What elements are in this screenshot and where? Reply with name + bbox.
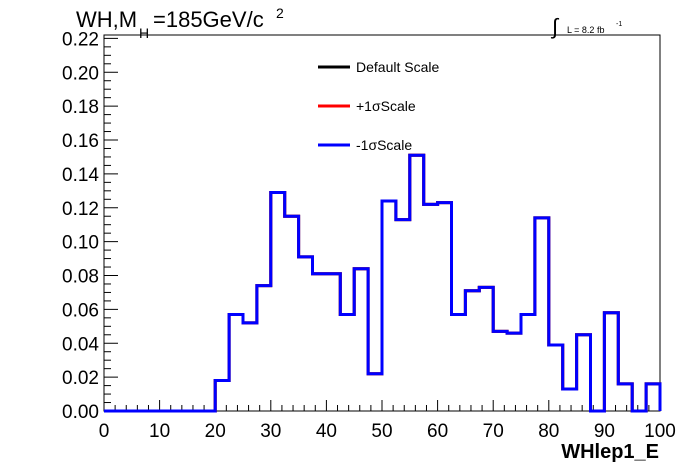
y-tick-label: 0.00: [62, 402, 99, 423]
series-line-2: [104, 153, 662, 413]
x-tick-label: 50: [371, 421, 392, 442]
chart-title: WH,M H =185GeV/c 2: [76, 5, 284, 41]
legend-label-default-scale: Default Scale: [356, 59, 439, 75]
y-tick-label: 0.06: [62, 300, 99, 321]
title-main: WH,M: [76, 7, 137, 32]
x-tick-label: 90: [594, 421, 615, 442]
x-tick-label: 20: [205, 421, 226, 442]
x-tick-label: 10: [149, 421, 170, 442]
x-tick-label: 70: [483, 421, 504, 442]
title-rest: =185GeV/c: [153, 7, 264, 32]
integral-sign: ∫: [550, 14, 560, 39]
x-tick-label: 100: [644, 421, 676, 442]
x-axis: 0 10 20 30 40 50 60 70 80 90 100: [99, 400, 676, 442]
y-tick-label: 0.22: [62, 29, 99, 50]
title-subscript: H: [139, 25, 149, 41]
lumi-superscript: -1: [616, 21, 622, 28]
x-tick-label: 40: [316, 421, 337, 442]
legend: Default Scale +1σScale -1σScale: [318, 59, 439, 153]
title-superscript: 2: [276, 5, 284, 21]
x-tick-label: 0: [99, 421, 110, 442]
y-tick-label: 0.20: [62, 63, 99, 84]
y-tick-label: 0.10: [62, 233, 99, 254]
y-tick-label: 0.04: [62, 334, 99, 355]
lumi-text: L = 8.2 fb: [567, 25, 604, 35]
y-tick-label: 0.16: [62, 131, 99, 152]
legend-label-minus-1sigma: -1σScale: [356, 137, 412, 153]
y-tick-label: 0.18: [62, 97, 99, 118]
x-tick-label: 60: [427, 421, 448, 442]
series-layer: [104, 153, 662, 413]
y-tick-label: 0.12: [62, 199, 99, 220]
y-tick-label: 0.08: [62, 267, 99, 288]
x-axis-label: WHlep1_E: [561, 441, 659, 463]
y-tick-label: 0.14: [62, 165, 99, 186]
legend-label-plus-1sigma: +1σScale: [356, 98, 416, 114]
x-tick-label: 80: [538, 421, 559, 442]
y-axis: 0.00 0.02 0.04 0.06 0.08 0.10 0.12 0.14 0.16 0.18…: [62, 29, 118, 423]
y-tick-label: 0.02: [62, 368, 99, 389]
luminosity-label: ∫ L = 8.2 fb -1: [550, 14, 622, 39]
x-tick-label: 30: [260, 421, 281, 442]
